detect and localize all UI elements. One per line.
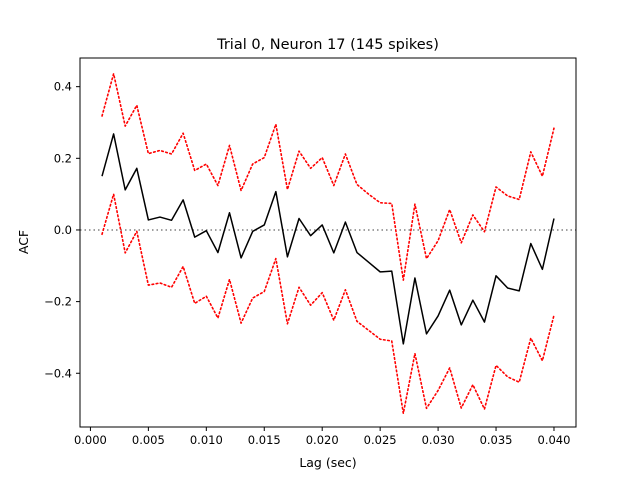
- x-axis-ticks: 0.000 0.005 0.010 0.015 0.020 0.025 0.030 0.035…: [74, 427, 570, 447]
- x-tick-label: 0.035: [480, 433, 513, 447]
- x-axis-label: Lag (sec): [299, 455, 356, 470]
- x-tick-label: 0.020: [306, 433, 339, 447]
- y-tick-label: 0.0: [54, 223, 72, 237]
- chart-title: Trial 0, Neuron 17 (145 spikes): [216, 37, 439, 53]
- acf-line: [101, 133, 555, 345]
- x-tick-label: 0.030: [422, 433, 455, 447]
- x-tick-label: 0.015: [248, 433, 281, 447]
- y-tick-label: 0.4: [54, 80, 72, 94]
- x-tick-label: 0.005: [132, 433, 165, 447]
- plot-frame: [79, 57, 577, 428]
- y-axis-label: ACF: [16, 230, 31, 254]
- x-tick-label: 0.000: [74, 433, 107, 447]
- x-tick-label: 0.040: [538, 433, 571, 447]
- y-tick-label: 0.2: [54, 151, 72, 165]
- x-tick-label: 0.010: [190, 433, 223, 447]
- y-axis-ticks: −0.4 −0.2 0.0 0.2 0.4: [44, 80, 80, 380]
- plot-area: [80, 58, 576, 427]
- lower-bound-line: [101, 193, 555, 415]
- upper-bound-line: [101, 72, 555, 281]
- y-tick-label: −0.2: [44, 295, 72, 309]
- y-tick-label: −0.4: [44, 366, 72, 380]
- series-layer: [101, 72, 555, 415]
- x-tick-label: 0.025: [364, 433, 397, 447]
